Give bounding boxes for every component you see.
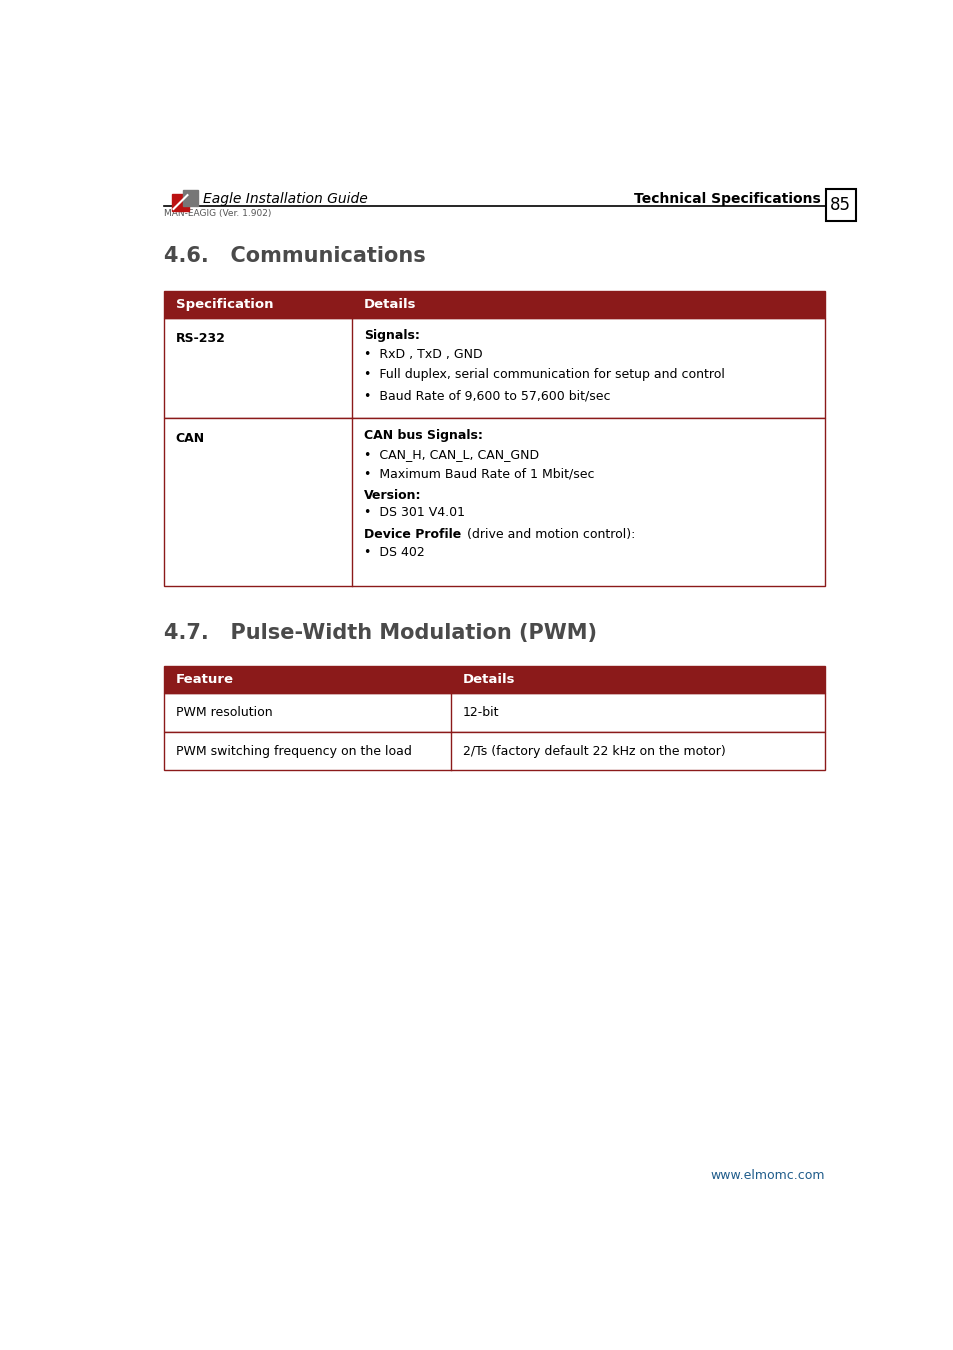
Text: •  Full duplex, serial communication for setup and control: • Full duplex, serial communication for … (364, 367, 724, 381)
Text: Version:: Version: (364, 489, 421, 502)
Text: www.elmomc.com: www.elmomc.com (709, 1169, 823, 1183)
Bar (164, 732, 823, 771)
Text: •  RxD , TxD , GND: • RxD , TxD , GND (364, 347, 482, 360)
Text: (drive and motion control):: (drive and motion control): (462, 528, 635, 541)
Text: Device Profile: Device Profile (364, 528, 461, 541)
Text: 85: 85 (829, 196, 850, 215)
Bar (164, 290, 823, 319)
Text: MAN-EAGIG (Ver. 1.902): MAN-EAGIG (Ver. 1.902) (164, 209, 272, 217)
Bar (164, 666, 823, 694)
Bar (825, 189, 855, 221)
Bar (164, 418, 823, 586)
Polygon shape (172, 193, 189, 211)
Text: 12-bit: 12-bit (462, 706, 499, 720)
Text: 2/Ts (factory default 22 kHz on the motor): 2/Ts (factory default 22 kHz on the moto… (462, 745, 725, 757)
Text: CAN bus Signals:: CAN bus Signals: (364, 429, 482, 443)
Text: 4.6.   Communications: 4.6. Communications (164, 246, 425, 266)
Text: PWM switching frequency on the load: PWM switching frequency on the load (175, 745, 412, 757)
Bar (164, 319, 823, 418)
Text: •  DS 402: • DS 402 (364, 547, 424, 559)
Text: 4.7.   Pulse-Width Modulation (PWM): 4.7. Pulse-Width Modulation (PWM) (164, 624, 597, 643)
Text: Eagle Installation Guide: Eagle Installation Guide (203, 192, 367, 207)
Text: Feature: Feature (175, 672, 233, 686)
Text: RS-232: RS-232 (175, 332, 226, 346)
Text: Specification: Specification (175, 298, 274, 311)
Text: •  Baud Rate of 9,600 to 57,600 bit/sec: • Baud Rate of 9,600 to 57,600 bit/sec (364, 389, 610, 402)
Text: Technical Specifications: Technical Specifications (633, 192, 820, 207)
Text: CAN: CAN (175, 432, 205, 446)
Text: •  CAN_H, CAN_L, CAN_GND: • CAN_H, CAN_L, CAN_GND (364, 448, 538, 460)
Text: •  DS 301 V4.01: • DS 301 V4.01 (364, 506, 464, 520)
Text: Details: Details (364, 298, 416, 311)
Text: Details: Details (462, 672, 515, 686)
Polygon shape (183, 190, 197, 207)
Text: PWM resolution: PWM resolution (175, 706, 273, 720)
Bar (164, 694, 823, 732)
Text: •  Maximum Baud Rate of 1 Mbit/sec: • Maximum Baud Rate of 1 Mbit/sec (364, 467, 594, 481)
Text: Signals:: Signals: (364, 329, 419, 342)
